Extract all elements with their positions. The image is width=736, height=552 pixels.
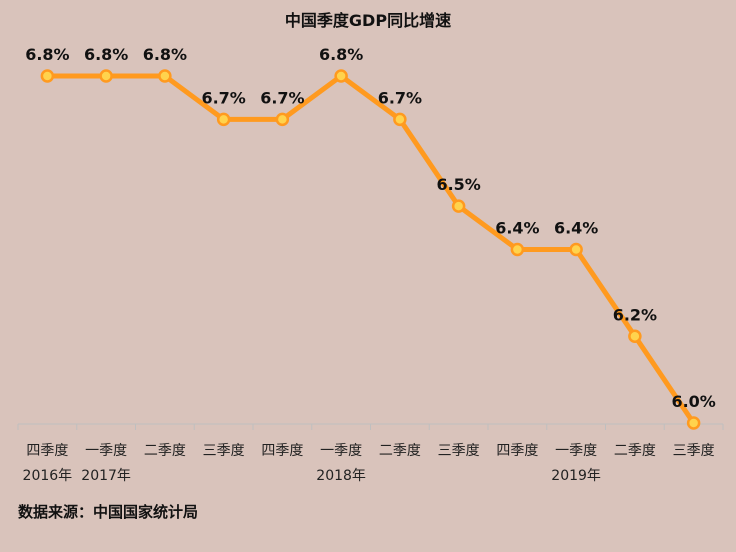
data-point [510, 242, 525, 257]
x-tick-label: 三季度 [438, 443, 480, 459]
source-note: 数据来源：中国国家统计局 [18, 503, 198, 521]
x-tick-label: 四季度 [26, 443, 68, 459]
data-label: 6.8% [143, 45, 187, 64]
x-year-label: 2019年 [551, 468, 601, 484]
data-label: 6.7% [378, 88, 422, 107]
x-tick-label: 一季度 [320, 443, 362, 459]
x-year-label: 2016年 [23, 468, 73, 484]
data-point [216, 112, 231, 127]
data-point [628, 329, 642, 343]
x-tick-label: 一季度 [555, 443, 597, 459]
data-label: 6.2% [613, 305, 657, 324]
x-tick-label: 二季度 [379, 443, 421, 459]
data-label: 6.0% [671, 392, 715, 411]
data-point [334, 69, 348, 83]
data-label: 6.8% [25, 45, 69, 64]
data-labels: 6.8% 6.8% 6.8% 6.7% 6.7% 6.8% 6.7% 6.5% 6.4% 6.4%… [25, 45, 716, 411]
x-tick-label: 二季度 [614, 443, 656, 459]
data-points [40, 69, 701, 430]
data-label: 6.7% [260, 88, 304, 107]
data-point [99, 69, 113, 83]
x-tick-label: 二季度 [144, 443, 186, 459]
x-tick-label: 三季度 [203, 443, 245, 459]
data-point [40, 69, 55, 83]
data-label: 6.5% [436, 175, 480, 194]
series-line [44, 73, 697, 426]
data-point [393, 112, 407, 127]
x-tick-label: 四季度 [496, 443, 538, 459]
x-tick-label: 一季度 [85, 443, 127, 459]
x-tick-label: 三季度 [673, 443, 715, 459]
data-point [158, 69, 172, 83]
x-axis-ticks [17, 424, 724, 430]
data-point [275, 112, 290, 127]
x-tick-label: 四季度 [261, 443, 303, 459]
x-year-label: 2017年 [81, 468, 131, 484]
data-point [686, 416, 701, 430]
data-label: 6.7% [201, 88, 245, 107]
chart-title: 中国季度GDP同比增速 [285, 11, 451, 30]
data-label: 6.4% [495, 219, 539, 238]
data-label: 6.8% [319, 45, 363, 64]
x-axis-labels: 四季度2016年一季度2017年二季度 三季度 四季度 一季度2018年二季度 三季度四… [23, 443, 715, 484]
data-point [451, 199, 466, 213]
data-label: 6.4% [554, 219, 598, 238]
data-label: 6.8% [84, 45, 128, 64]
x-year-label: 2018年 [316, 468, 366, 484]
data-point [569, 242, 583, 257]
